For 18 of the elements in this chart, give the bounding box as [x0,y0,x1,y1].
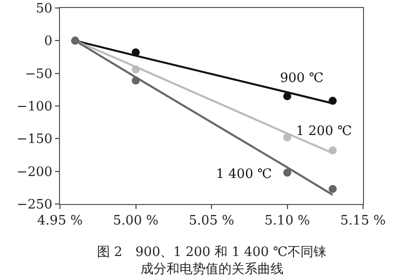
point [283,168,292,177]
series-label: 1 200 ℃ [296,124,352,139]
y-tick-label: −150 [16,132,52,148]
x-tick-label: 5.15 % [340,214,386,229]
y-tick-label: −100 [16,100,52,115]
x-tick-label: 5.00 % [113,214,158,229]
series-label: 900 ℃ [280,71,324,86]
y-tick-label: −50 [24,66,52,82]
y-tick-label: 0 [44,34,52,50]
y-tick-label: −200 [16,164,52,180]
series-label: 1 400 ℃ [216,167,272,182]
y-tick-label: −250 [16,198,52,213]
x-tick-label: 5.10 % [264,214,310,229]
x-tick-label: 4.95 % [37,214,83,229]
y-tick-label: 50 [36,2,52,17]
x-tick-label: 5.05 % [188,214,234,229]
point [328,184,337,193]
caption: 图 2 900、1 200 和 1 400 ℃不同铼成分和电势值的关系曲线 [97,245,327,276]
